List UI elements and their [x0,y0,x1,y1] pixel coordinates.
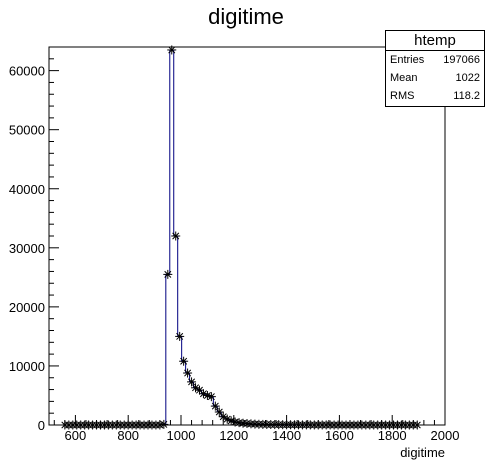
x-tick-label: 2000 [431,428,460,443]
data-point [187,377,196,386]
data-point [215,408,224,417]
stats-box: htemp Entries 197066 Mean 1022 RMS 118.2 [385,30,485,107]
histogram-bin [178,236,182,336]
data-point [179,357,188,366]
x-tick-label: 1200 [219,428,248,443]
data-markers [60,45,421,429]
data-point [183,369,192,378]
stats-value: 197066 [443,54,480,66]
y-tick-label: 60000 [9,64,45,79]
y-tick-label: 20000 [9,300,45,315]
stats-label: Mean [390,72,418,84]
stats-value: 118.2 [453,90,480,102]
x-tick-label: 1800 [378,428,407,443]
x-tick-label: 600 [65,428,87,443]
y-tick-label: 40000 [9,182,45,197]
y-tick-label: 10000 [9,359,45,374]
x-tick-label: 1400 [272,428,301,443]
stats-title: htemp [386,31,484,51]
data-point [207,392,216,401]
stats-label: RMS [390,90,414,102]
data-point [167,45,176,54]
x-tick-label: 1600 [325,428,354,443]
histogram-bars [63,50,419,425]
histogram-bin [166,274,170,424]
stats-label: Entries [390,54,424,66]
histogram-bin [170,50,174,274]
x-tick-label: 1000 [167,428,196,443]
data-point [159,420,168,429]
stats-value: 1022 [456,72,480,84]
stats-row-entries: Entries 197066 [386,51,484,69]
y-tick-label: 0 [38,418,45,433]
y-tick-label: 30000 [9,241,45,256]
data-point [163,270,172,279]
data-point [175,332,184,341]
data-point [171,232,180,241]
stats-row-mean: Mean 1022 [386,69,484,87]
chart-title: digitime [208,4,284,29]
data-point [413,421,422,430]
y-tick-label: 50000 [9,123,45,138]
x-axis-label: digitime [400,445,445,460]
histogram-bin [174,50,178,236]
stats-row-rms: RMS 118.2 [386,87,484,105]
x-tick-label: 800 [117,428,139,443]
data-point [211,402,220,411]
